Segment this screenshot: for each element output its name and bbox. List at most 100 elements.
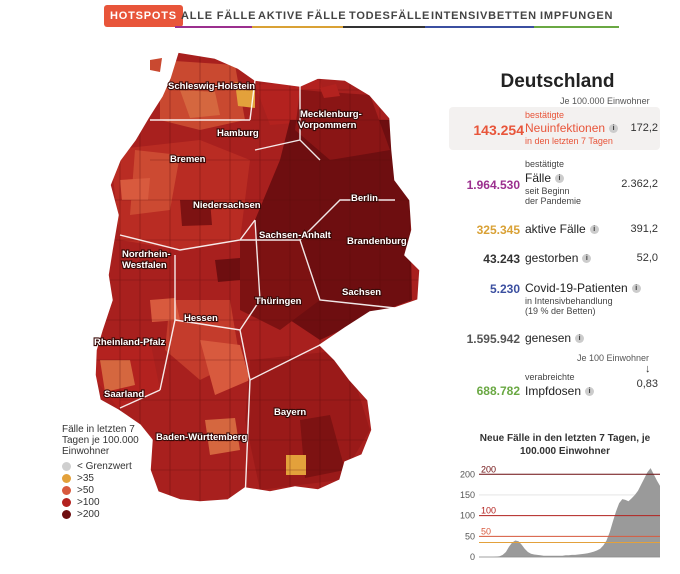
info-icon[interactable]: i <box>582 254 592 264</box>
info-icon[interactable]: i <box>555 174 565 184</box>
stat-cases-line1: bestätigte <box>525 159 565 169</box>
stat-cases-label: Fälle i <box>525 171 565 185</box>
chart-area-series <box>479 468 660 557</box>
stat-cases-per: 2.362,2 <box>621 178 658 190</box>
legend-label: < Grenzwert <box>77 460 132 472</box>
stat-cases-line3: seit Beginn <box>525 186 570 196</box>
legend-item: < Grenzwert <box>62 460 182 472</box>
info-icon[interactable]: i <box>631 284 641 294</box>
country-border <box>94 51 421 503</box>
stat-active-value: 325.345 <box>476 223 520 237</box>
label-bremen: Bremen <box>170 154 206 165</box>
label-sachsen: Sachsen <box>342 287 381 298</box>
stat-vacc-label: Impfdosen i <box>525 384 595 398</box>
stat-deaths-value: 43.243 <box>483 252 520 266</box>
chart-y-tick-label: 100 <box>460 511 475 521</box>
label-saarland: Saarland <box>104 389 144 400</box>
chart-y-tick-label: 0 <box>470 552 475 562</box>
chart-y-tick-label: 200 <box>460 469 475 479</box>
incidence-chart: 0 50 100 150 200 200 100 50 <box>460 464 660 562</box>
stat-vacc-value: 688.782 <box>476 384 520 398</box>
info-icon[interactable]: i <box>589 225 599 235</box>
legend-label: >100 <box>77 496 100 508</box>
legend-item: >50 <box>62 484 182 496</box>
map-regions <box>95 52 420 502</box>
tab-alle-faelle[interactable]: ALLE FÄLLE <box>175 6 263 28</box>
stat-icu-text: Covid-19-Patienten <box>525 281 628 295</box>
legend-title-line: Einwohner <box>62 446 110 457</box>
tab-todesfaelle[interactable]: TODESFÄLLE <box>343 6 437 28</box>
island-region <box>150 58 162 72</box>
chart-y-tick-label: 50 <box>465 531 475 541</box>
label-berlin: Berlin <box>351 193 378 204</box>
legend-dot <box>62 473 71 483</box>
info-icon[interactable]: i <box>575 334 585 344</box>
hotspot-highlight-box <box>449 107 660 150</box>
stat-deaths-label: gestorben i <box>525 251 592 265</box>
legend-label: >50 <box>77 484 94 496</box>
legend-dot <box>62 497 71 507</box>
label-niedersachsen: Niedersachsen <box>193 200 261 211</box>
label-sachsen-anhalt: Sachsen-Anhalt <box>259 230 332 241</box>
stat-vacc-line2: Impfdosen <box>525 384 582 398</box>
stat-hotspot-line1: bestätigte <box>525 110 565 120</box>
legend-title-line: Tagen je 100.000 <box>62 435 139 446</box>
stat-active-text: aktive Fälle <box>525 222 586 236</box>
label-mecklenburg-2: Vorpommern <box>298 120 357 131</box>
chart-reference-label: 200 <box>481 464 496 474</box>
chart-reference-label: 50 <box>481 526 491 536</box>
stat-recovered-text: genesen <box>525 331 572 345</box>
chart-title-line2: 100.000 Einwohner <box>519 446 611 457</box>
stat-deaths-per: 52,0 <box>636 252 658 264</box>
stat-icu-label: Covid-19-Patienten i <box>525 281 641 295</box>
legend-label: >35 <box>77 472 94 484</box>
arrow-down-icon: ↓ <box>645 363 651 375</box>
stat-icu-sub1: in Intensivbehandlung <box>525 296 613 306</box>
info-icon[interactable]: i <box>609 124 619 134</box>
stat-hotspot-value: 143.254 <box>473 122 524 138</box>
stat-hotspot-line3: in den letzten 7 Tagen <box>525 136 613 146</box>
chart-y-tick-label: 150 <box>460 490 475 500</box>
label-hessen: Hessen <box>184 313 218 324</box>
info-icon[interactable]: i <box>585 387 595 397</box>
map-legend: Fälle in letzten 7 Tagen je 100.000 Einw… <box>62 424 182 520</box>
per-100k-label: Je 100.000 Einwohner <box>560 96 650 106</box>
legend-item: >200 <box>62 508 182 520</box>
chart-title: Neue Fälle in den letzten 7 Tagen, je 10… <box>455 432 675 458</box>
label-mecklenburg-1: Mecklenburg- <box>300 109 362 120</box>
stat-icu-value: 5.230 <box>489 282 520 296</box>
stat-cases-value: 1.964.530 <box>466 178 520 192</box>
label-nordrhein-2: Westfalen <box>122 260 167 271</box>
tab-intensivbetten[interactable]: INTENSIVBETTEN <box>425 6 543 28</box>
per-100-label: Je 100 Einwohner <box>577 353 650 363</box>
top-navigation: HOTSPOTS ALLE FÄLLE AKTIVE FÄLLE TODESFÄ… <box>0 0 680 34</box>
germany-map[interactable]: Schleswig-Holstein Mecklenburg- Vorpomme… <box>0 35 450 535</box>
stat-hotspot-label: Neuinfektionen i <box>525 121 619 135</box>
tab-aktive-faelle[interactable]: AKTIVE FÄLLE <box>252 6 353 28</box>
legend-dot <box>62 485 71 495</box>
island-region <box>320 84 340 98</box>
legend-label: >200 <box>77 508 100 520</box>
stat-cases-line4: der Pandemie <box>525 196 582 206</box>
label-baden-wuerttemberg: Baden-Württemberg <box>156 432 248 443</box>
legend-dot <box>62 509 71 519</box>
chart-reference-label: 100 <box>481 506 496 516</box>
stat-hotspot-line2: Neuinfektionen <box>525 121 606 135</box>
label-bayern: Bayern <box>274 407 306 418</box>
label-hamburg: Hamburg <box>217 128 259 139</box>
stat-icu-sub2: (19 % der Betten) <box>525 306 596 316</box>
label-rheinland-pfalz: Rheinland-Pfalz <box>94 337 166 348</box>
legend-dot <box>62 461 71 471</box>
legend-title-line: Fälle in letzten 7 <box>62 424 135 435</box>
label-schleswig-holstein: Schleswig-Holstein <box>168 81 255 92</box>
legend-item: >100 <box>62 496 182 508</box>
stat-deaths-text: gestorben <box>525 251 579 265</box>
tab-hotspots[interactable]: HOTSPOTS <box>104 5 183 27</box>
stat-active-per: 391,2 <box>630 223 658 235</box>
stat-hotspot-per: 172,2 <box>630 122 658 134</box>
stat-recovered-value: 1.595.942 <box>466 332 520 346</box>
stat-vacc-line1: verabreichte <box>525 372 575 382</box>
region-title: Deutschland <box>500 71 615 92</box>
stat-vacc-per: 0,83 <box>636 378 658 390</box>
tab-impfungen[interactable]: IMPFUNGEN <box>534 6 620 28</box>
